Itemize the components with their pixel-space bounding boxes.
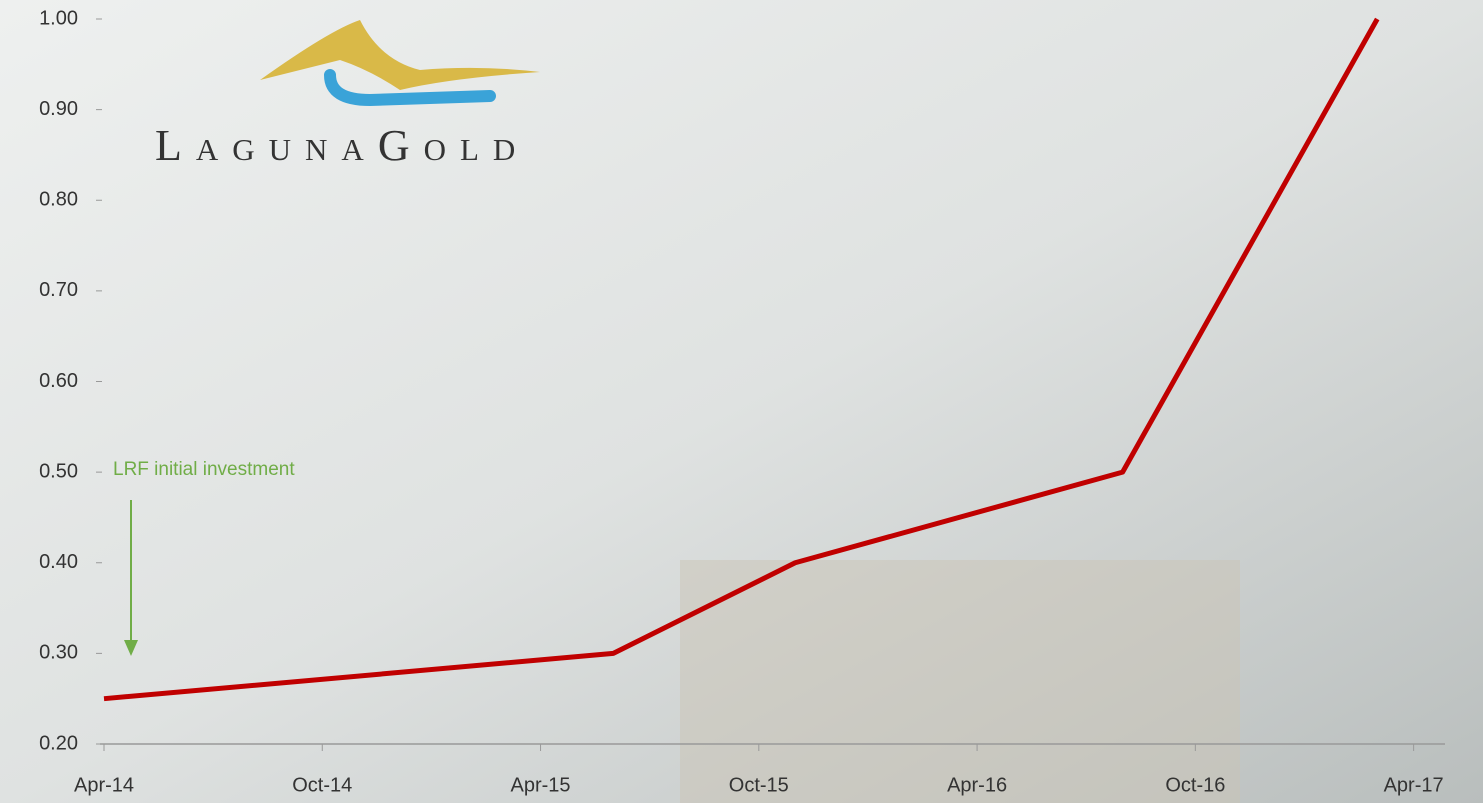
- y-tick-label: 0.70: [39, 279, 78, 301]
- x-tick-label: Oct-15: [729, 774, 789, 796]
- logo-mark: [260, 20, 540, 90]
- x-tick-label: Oct-16: [1165, 774, 1225, 796]
- x-tick-label: Oct-14: [292, 774, 352, 796]
- logo-text: LagunaGold: [155, 121, 529, 170]
- logo-wave: [324, 69, 496, 107]
- y-tick-label: 0.90: [39, 98, 78, 120]
- y-tick-label: 1.00: [39, 7, 78, 29]
- y-tick-label: 0.60: [39, 370, 78, 392]
- x-tick-label: Apr-15: [511, 774, 571, 796]
- y-tick-label: 0.30: [39, 642, 78, 664]
- x-tick-label: Apr-14: [74, 774, 134, 796]
- y-tick-label: 0.80: [39, 189, 78, 211]
- y-tick-label: 0.50: [39, 460, 78, 482]
- x-tick-label: Apr-17: [1384, 774, 1444, 796]
- background-truck: [680, 560, 1240, 803]
- line: [103, 17, 1380, 702]
- y-tick-label: 0.40: [39, 551, 78, 573]
- annotation: LRF initial investment: [113, 459, 295, 480]
- annotation-arrowhead: [124, 640, 138, 656]
- x-tick-label: Apr-16: [947, 774, 1007, 796]
- y-tick-label: 0.20: [39, 732, 78, 754]
